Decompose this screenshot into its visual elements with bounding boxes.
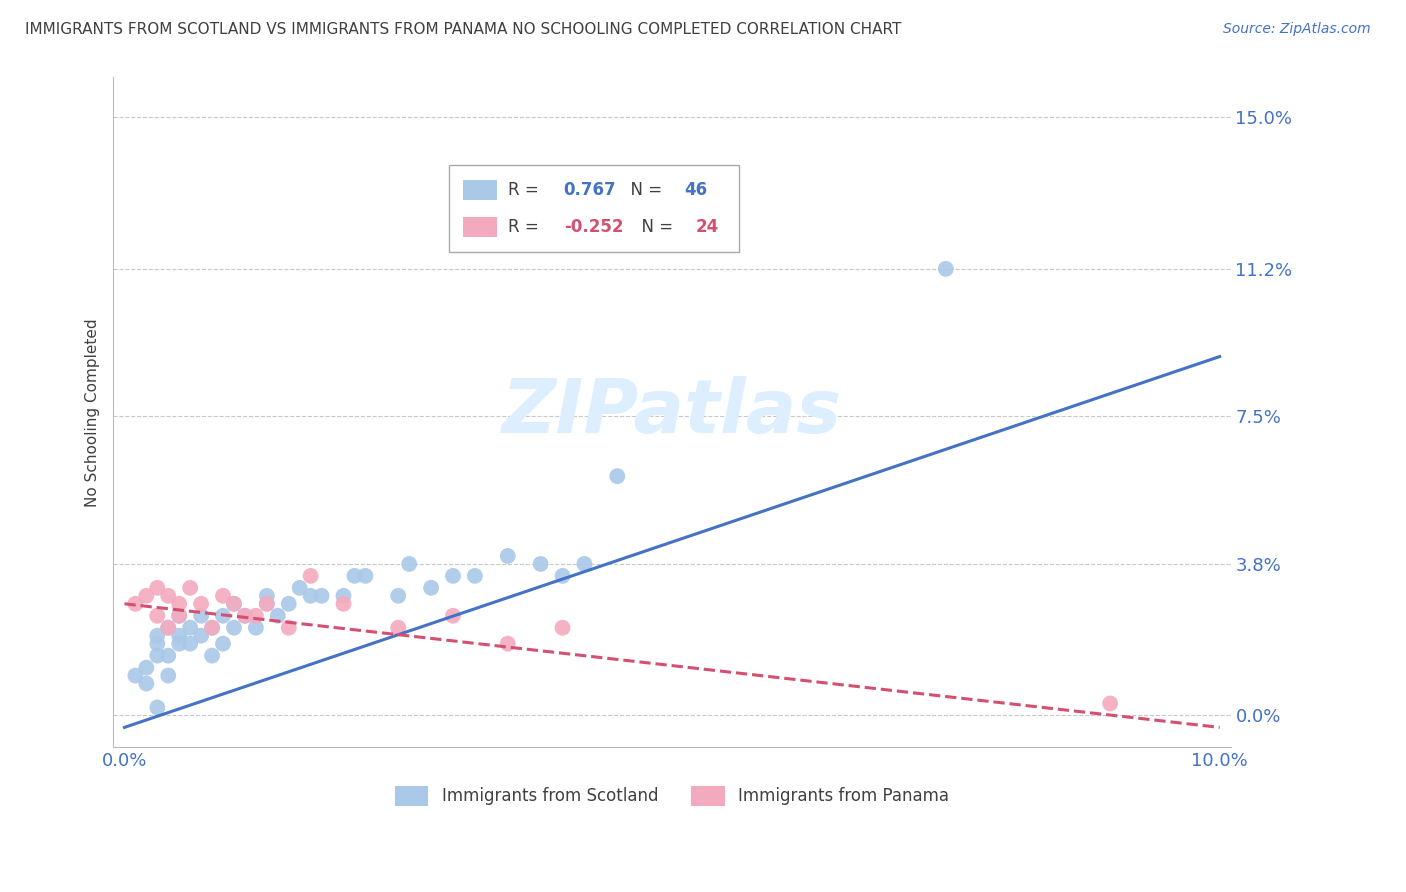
Point bbox=[256, 589, 278, 603]
Text: IMMIGRANTS FROM SCOTLAND VS IMMIGRANTS FROM PANAMA NO SCHOOLING COMPLETED CORREL: IMMIGRANTS FROM SCOTLAND VS IMMIGRANTS F… bbox=[25, 22, 901, 37]
Point bbox=[157, 621, 180, 635]
Point bbox=[167, 608, 190, 623]
Point bbox=[190, 608, 212, 623]
Legend: Immigrants from Scotland, Immigrants from Panama: Immigrants from Scotland, Immigrants fro… bbox=[388, 779, 956, 813]
Y-axis label: No Schooling Completed: No Schooling Completed bbox=[86, 318, 100, 507]
Point bbox=[201, 621, 224, 635]
Text: -0.252: -0.252 bbox=[564, 218, 623, 235]
Point bbox=[135, 660, 157, 674]
Text: 24: 24 bbox=[696, 218, 718, 235]
Point bbox=[311, 589, 333, 603]
Point bbox=[398, 557, 420, 571]
Point bbox=[233, 608, 256, 623]
Point bbox=[299, 569, 322, 583]
Point bbox=[496, 637, 519, 651]
Point bbox=[233, 608, 256, 623]
Point bbox=[420, 581, 443, 595]
Point bbox=[167, 597, 190, 611]
Point bbox=[190, 629, 212, 643]
Text: N =: N = bbox=[631, 218, 678, 235]
Point bbox=[190, 597, 212, 611]
Point bbox=[157, 648, 180, 663]
Point bbox=[441, 569, 464, 583]
Point bbox=[332, 589, 354, 603]
Point bbox=[256, 597, 278, 611]
Point bbox=[124, 668, 146, 682]
Point bbox=[135, 676, 157, 690]
Point bbox=[267, 608, 290, 623]
Point bbox=[299, 589, 322, 603]
Point bbox=[441, 608, 464, 623]
Point bbox=[288, 581, 311, 595]
Point bbox=[146, 581, 169, 595]
Point bbox=[464, 569, 486, 583]
Point bbox=[245, 621, 267, 635]
Point bbox=[354, 569, 377, 583]
Point bbox=[157, 668, 180, 682]
Point bbox=[146, 637, 169, 651]
Point bbox=[167, 608, 190, 623]
Text: ZIPatlas: ZIPatlas bbox=[502, 376, 842, 449]
Point bbox=[551, 621, 574, 635]
FancyBboxPatch shape bbox=[463, 217, 496, 237]
Text: 0.767: 0.767 bbox=[564, 181, 616, 199]
Text: R =: R = bbox=[508, 218, 544, 235]
Point bbox=[167, 629, 190, 643]
Point bbox=[212, 589, 235, 603]
Text: R =: R = bbox=[508, 181, 544, 199]
Point bbox=[277, 597, 299, 611]
Point bbox=[530, 557, 553, 571]
Point bbox=[146, 648, 169, 663]
Point bbox=[179, 637, 201, 651]
Point bbox=[606, 469, 628, 483]
Text: Source: ZipAtlas.com: Source: ZipAtlas.com bbox=[1223, 22, 1371, 37]
Point bbox=[146, 608, 169, 623]
Text: N =: N = bbox=[620, 181, 666, 199]
Point bbox=[212, 637, 235, 651]
Point bbox=[201, 648, 224, 663]
Point bbox=[167, 637, 190, 651]
Point bbox=[935, 261, 957, 276]
Point bbox=[343, 569, 366, 583]
Point bbox=[179, 621, 201, 635]
FancyBboxPatch shape bbox=[449, 164, 740, 252]
Point bbox=[222, 597, 245, 611]
Point bbox=[245, 608, 267, 623]
Point bbox=[146, 629, 169, 643]
Point bbox=[212, 608, 235, 623]
FancyBboxPatch shape bbox=[463, 180, 496, 200]
Point bbox=[387, 621, 409, 635]
Point bbox=[157, 589, 180, 603]
Point bbox=[157, 621, 180, 635]
Point bbox=[222, 597, 245, 611]
Point bbox=[201, 621, 224, 635]
Point bbox=[277, 621, 299, 635]
Point bbox=[574, 557, 596, 571]
Point bbox=[222, 621, 245, 635]
Point bbox=[551, 569, 574, 583]
Point bbox=[1099, 697, 1122, 711]
Point bbox=[332, 597, 354, 611]
Point bbox=[387, 589, 409, 603]
Point bbox=[179, 581, 201, 595]
Point bbox=[496, 549, 519, 563]
Text: 46: 46 bbox=[685, 181, 707, 199]
Point bbox=[135, 589, 157, 603]
Point bbox=[146, 700, 169, 714]
Point bbox=[124, 597, 146, 611]
Point bbox=[256, 597, 278, 611]
